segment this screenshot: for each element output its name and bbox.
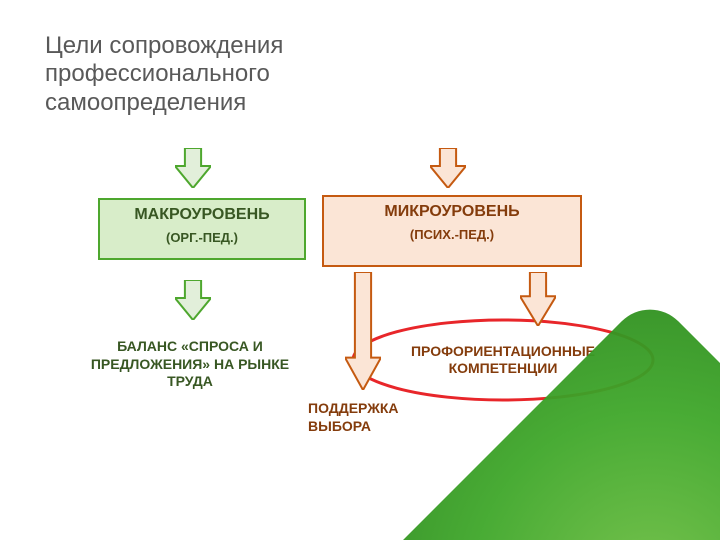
arrow-macro-down — [175, 280, 211, 320]
competence-line2: КОМПЕТЕНЦИИ — [449, 360, 558, 376]
micro-level-box: МИКРОУРОВЕНЬ (ПСИХ.-ПЕД.) — [322, 195, 582, 267]
slide-stage: { "canvas": { "width": 720, "height": 54… — [0, 0, 720, 540]
micro-level-subtitle: (ПСИХ.-ПЕД.) — [324, 227, 580, 242]
macro-level-box: МАКРОУРОВЕНЬ (ОРГ.-ПЕД.) — [98, 198, 306, 260]
arrow-to-micro — [430, 148, 466, 188]
arrow-micro-left-down — [345, 272, 381, 390]
arrow-to-macro — [175, 148, 211, 188]
arrow-micro-right-down — [520, 272, 556, 326]
macro-level-subtitle: (ОРГ.-ПЕД.) — [100, 230, 304, 245]
outcome-support: ПОДДЕРЖКА ВЫБОРА — [308, 400, 438, 435]
outcome-balance: БАЛАНС «СПРОСА И ПРЕДЛОЖЕНИЯ» НА РЫНКЕ Т… — [90, 338, 290, 391]
macro-level-title: МАКРОУРОВЕНЬ — [100, 206, 304, 224]
micro-level-title: МИКРОУРОВЕНЬ — [324, 203, 580, 221]
slide-title: Цели сопровождения профессионального сам… — [45, 32, 425, 117]
competence-line1: ПРОФОРИЕНТАЦИОННЫЕ — [411, 343, 595, 359]
